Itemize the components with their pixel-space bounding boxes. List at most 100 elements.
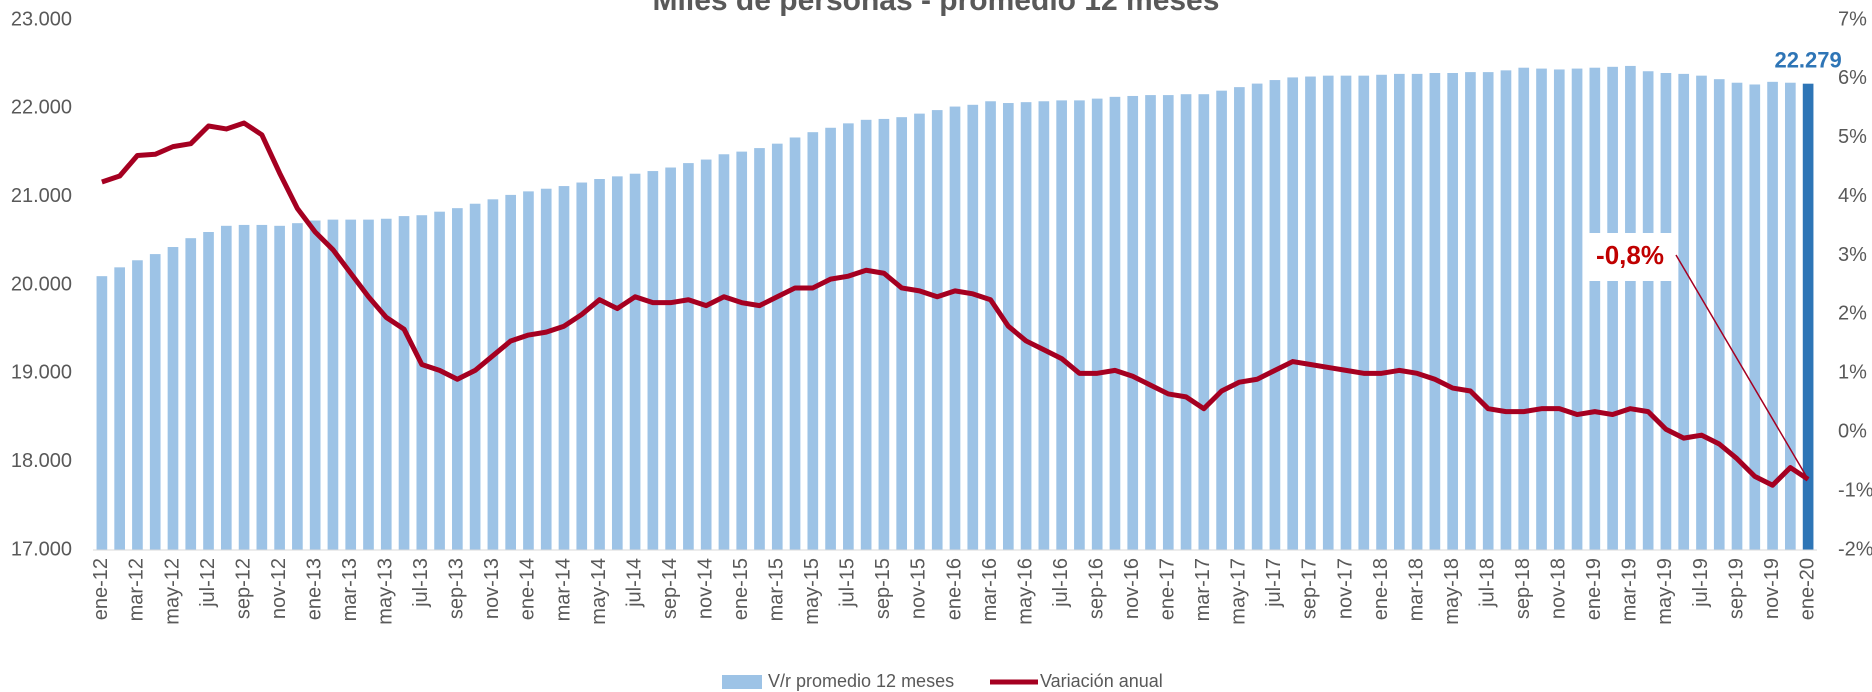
x-tick-label: ene-20 — [1796, 558, 1818, 620]
y2-tick-label: -2% — [1838, 538, 1872, 560]
bar — [1376, 74, 1387, 551]
bar — [1536, 68, 1547, 550]
bar — [1749, 84, 1761, 550]
bar — [1696, 75, 1707, 551]
bar — [629, 173, 641, 550]
x-tick-label: sep-18 — [1512, 558, 1534, 619]
x-tick-label: may-18 — [1441, 558, 1463, 625]
bar — [203, 232, 214, 550]
y2-tick-label: 4% — [1838, 185, 1867, 207]
bar — [1571, 68, 1583, 550]
leader-line — [1675, 254, 1809, 480]
x-tick-label: nov-14 — [694, 558, 716, 619]
bar — [1234, 87, 1245, 550]
bar — [327, 219, 339, 550]
line — [101, 120, 1810, 488]
bar — [1607, 66, 1618, 551]
bar — [1109, 96, 1121, 550]
bar — [594, 179, 605, 550]
bar — [1322, 75, 1334, 551]
bar — [1127, 95, 1139, 550]
bar — [1785, 82, 1796, 550]
chart-title: Miles de personas - promedio 12 meses — [653, 0, 1220, 17]
x-tick-label: mar-15 — [766, 558, 788, 621]
y-tick-label: 18.000 — [11, 450, 72, 472]
bar — [434, 211, 445, 550]
y-tick-label: 23.000 — [11, 8, 72, 30]
bar — [967, 104, 979, 551]
bar — [1251, 83, 1263, 550]
x-tick-label: ene-19 — [1583, 558, 1605, 620]
x-tick-label: jul-16 — [1050, 558, 1072, 608]
bar — [1198, 94, 1210, 550]
x-tick-label: mar-19 — [1619, 558, 1641, 621]
bar — [1287, 77, 1299, 551]
x-tick-label: mar-14 — [552, 558, 574, 621]
x-tick-label: may-14 — [588, 558, 610, 625]
x-tick-label: jul-13 — [410, 558, 432, 608]
x-tick-label: nov-12 — [268, 558, 290, 619]
bar — [914, 113, 925, 550]
x-tick-label: nov-19 — [1761, 558, 1783, 619]
x-tick-label: ene-14 — [517, 558, 539, 620]
bar — [949, 106, 961, 551]
bar — [647, 171, 659, 551]
bar — [1465, 72, 1476, 550]
x-tick-label: sep-17 — [1299, 558, 1321, 619]
bar — [1553, 69, 1565, 550]
legend-label: V/r promedio 12 meses — [768, 671, 954, 691]
y-tick-label: 20.000 — [11, 273, 72, 295]
x-tick-label: sep-16 — [1085, 558, 1107, 619]
x-tick-label: jul-19 — [1690, 558, 1712, 608]
y-tick-label: 19.000 — [11, 362, 72, 384]
bar — [292, 223, 303, 550]
bar — [576, 182, 588, 551]
bar — [1642, 71, 1654, 550]
y2-tick-label: 1% — [1838, 362, 1867, 384]
x-tick-label: may-12 — [161, 558, 183, 625]
y2-tick-label: 0% — [1838, 421, 1867, 443]
bar — [1038, 101, 1050, 551]
x-tick-label: may-16 — [1014, 558, 1036, 625]
bar — [985, 101, 996, 551]
bar — [523, 191, 534, 550]
x-tick-label: mar-18 — [1405, 558, 1427, 621]
bar — [1518, 67, 1530, 550]
x-tick-label: mar-16 — [979, 558, 1001, 621]
bar — [1767, 81, 1778, 550]
bar — [238, 224, 250, 550]
x-tick-label: sep-15 — [872, 558, 894, 619]
bar — [132, 260, 143, 550]
legend-label: Variación anual — [1040, 671, 1163, 691]
y-tick-label: 17.000 — [11, 538, 72, 560]
bar — [1429, 73, 1441, 550]
bar — [558, 186, 570, 551]
bar — [878, 118, 890, 550]
y2-tick-label: 2% — [1838, 303, 1867, 325]
y2-tick-label: -1% — [1838, 479, 1872, 501]
bar — [807, 132, 819, 550]
x-tick-label: sep-12 — [232, 558, 254, 619]
y2-tick-label: 7% — [1838, 8, 1867, 30]
x-tick-label: jul-14 — [623, 558, 645, 608]
y2-tick-label: 6% — [1838, 67, 1867, 89]
bar — [540, 188, 552, 550]
x-tick-label: may-17 — [1228, 558, 1250, 625]
label-box — [1586, 233, 1674, 281]
bar — [1731, 82, 1743, 550]
bar — [825, 127, 836, 551]
bar — [700, 159, 712, 551]
bar — [931, 110, 943, 550]
bar — [843, 123, 854, 550]
y2-tick-label: 5% — [1838, 126, 1867, 148]
x-tick-label: sep-13 — [446, 558, 468, 619]
x-tick-label: mar-12 — [126, 558, 148, 621]
bar — [736, 151, 748, 550]
x-tick-label: sep-19 — [1725, 558, 1747, 619]
bar — [1269, 80, 1281, 551]
bar — [380, 218, 392, 550]
bar — [611, 176, 623, 550]
bar — [896, 117, 908, 551]
bar — [1145, 95, 1156, 550]
